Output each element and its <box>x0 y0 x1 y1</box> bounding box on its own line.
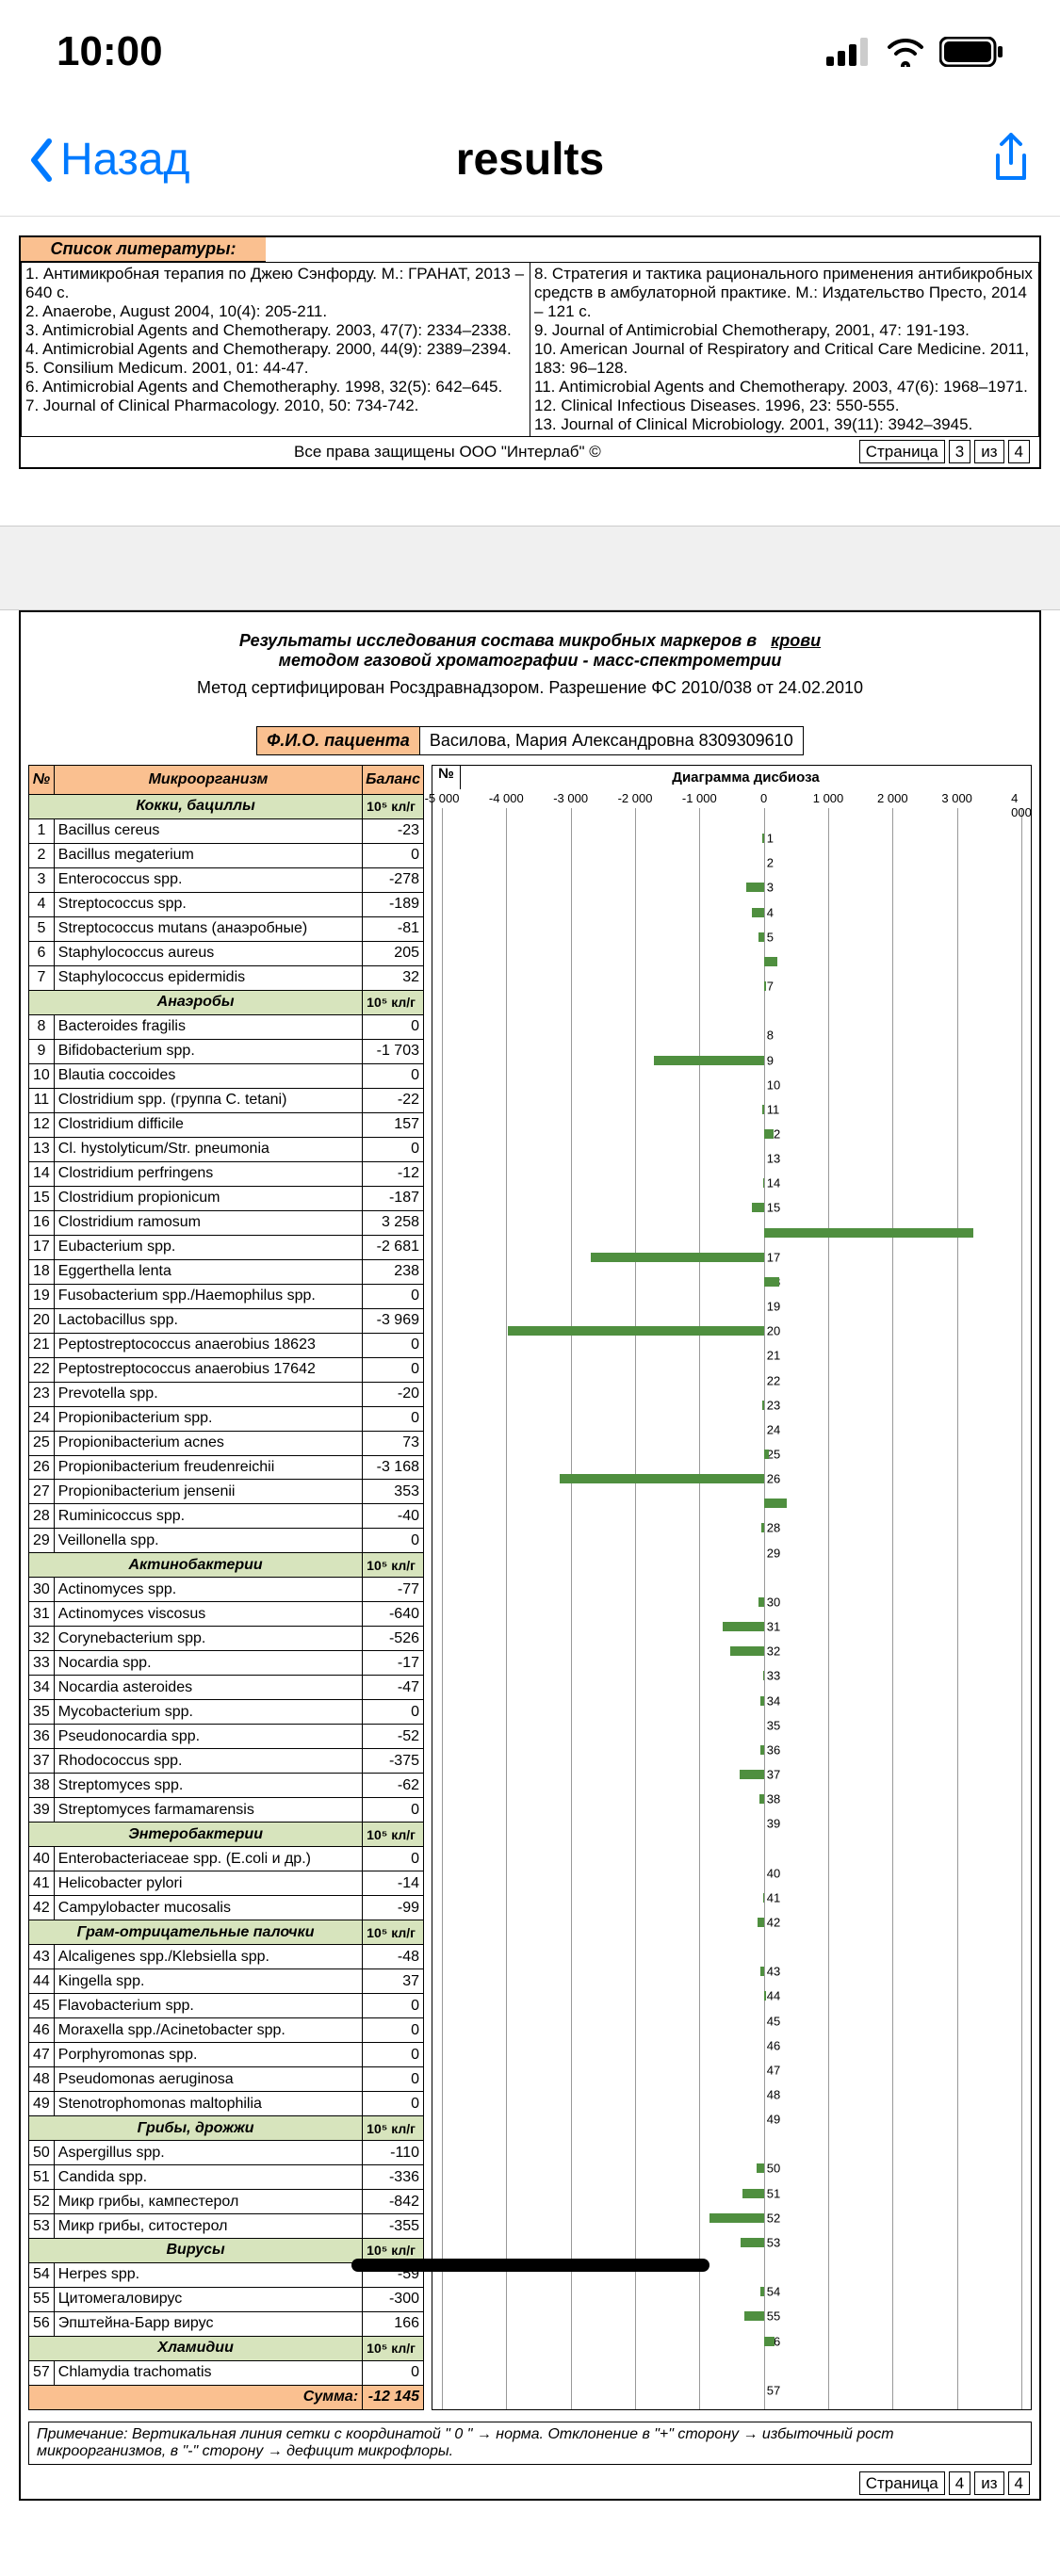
table-row: 14Clostridium perfringens-12 <box>29 1161 424 1186</box>
table-row: 56Эпштейна-Барр вирус166 <box>29 2311 424 2336</box>
table-row: 30Actinomyces spp.-77 <box>29 1578 424 1602</box>
table-row: 40Enterobacteriaceae spp. (E.coli и др.)… <box>29 1847 424 1871</box>
dysbiosis-chart: №Диаграмма дисбиоза -5 000-4 000-3 000-2… <box>432 765 1032 2410</box>
share-icon <box>990 131 1032 184</box>
table-row: 47Porphyromonas spp.0 <box>29 2043 424 2067</box>
microorganism-table: №МикроорганизмБаланс Кокки, бациллы10⁵ к… <box>28 765 424 2410</box>
note: Примечание: Вертикальная линия сетки с к… <box>28 2422 1032 2465</box>
table-row: 15Clostridium propionicum-187 <box>29 1186 424 1210</box>
status-time: 10:00 <box>57 28 163 75</box>
table-row: 8Bacteroides fragilis0 <box>29 1014 424 1039</box>
table-row: 29Veillonella spp.0 <box>29 1529 424 1553</box>
table-row: 45Flavobacterium spp.0 <box>29 1994 424 2018</box>
table-row: 4Streptococcus spp.-189 <box>29 892 424 916</box>
share-button[interactable] <box>990 131 1032 188</box>
table-row: 25Propionibacterium acnes73 <box>29 1431 424 1455</box>
battery-icon <box>939 37 1003 67</box>
table-row: 43Alcaligenes spp./Klebsiella spp.-48 <box>29 1945 424 1969</box>
table-row: 51Candida spp.-336 <box>29 2165 424 2190</box>
table-row: 17Eubacterium spp.-2 681 <box>29 1235 424 1259</box>
table-row: 46Moraxella spp./Acinetobacter spp.0 <box>29 2018 424 2043</box>
nav-bar: Назад results <box>0 104 1060 217</box>
page-separator <box>0 526 1060 610</box>
wifi-icon <box>885 37 926 67</box>
table-row: 48Pseudomonas aeruginosa0 <box>29 2067 424 2092</box>
table-row: 50Aspergillus spp.-110 <box>29 2141 424 2165</box>
table-row: 55Цитомегаловирус-300 <box>29 2287 424 2311</box>
table-row: 11Clostridium spp. (группа C. tetani)-22 <box>29 1088 424 1112</box>
table-row: 52Микр грибы, кампестерол-842 <box>29 2190 424 2214</box>
back-button[interactable]: Назад <box>28 134 190 186</box>
status-bar: 10:00 <box>0 0 1060 104</box>
chevron-left-icon <box>28 138 57 183</box>
table-row: 6Staphylococcus aureus205 <box>29 941 424 965</box>
table-row: 53Микр грибы, ситостерол-355 <box>29 2214 424 2239</box>
table-row: 41Helicobacter pylori-14 <box>29 1871 424 1896</box>
table-row: 27Propionibacterium jensenii353 <box>29 1480 424 1504</box>
table-row: 39Streptomyces farmamarensis0 <box>29 1798 424 1823</box>
table-row: 35Mycobacterium spp.0 <box>29 1700 424 1725</box>
cellular-icon <box>826 38 872 66</box>
page-2: Результаты исследования состава микробны… <box>19 610 1041 2501</box>
table-row: 26Propionibacterium freudenreichii-3 168 <box>29 1455 424 1480</box>
table-row: 42Campylobacter mucosalis-99 <box>29 1896 424 1920</box>
page-1: Список литературы: 1. Антимикробная тера… <box>19 235 1041 469</box>
table-row: 57Chlamydia trachomatis0 <box>29 2360 424 2385</box>
status-indicators <box>826 37 1003 67</box>
page-indicator: Страница3из4 <box>856 443 1030 462</box>
doc-header: Результаты исследования состава микробны… <box>21 612 1039 717</box>
table-row: 31Actinomyces viscosus-640 <box>29 1602 424 1627</box>
table-row: 32Corynebacterium spp.-526 <box>29 1627 424 1651</box>
home-indicator[interactable] <box>351 2259 709 2272</box>
table-row: 22Peptostreptococcus anaerobius 176420 <box>29 1357 424 1382</box>
table-row: 18Eggerthella lenta238 <box>29 1259 424 1284</box>
refs-header: Список литературы: <box>21 237 266 262</box>
table-row: 44Kingella spp.37 <box>29 1969 424 1994</box>
patient-row: Ф.И.О. пациента Василова, Мария Александ… <box>30 726 1030 755</box>
copyright: Все права защищены ООО "Интерлаб" © <box>294 443 601 462</box>
table-row: 2Bacillus megaterium0 <box>29 843 424 867</box>
table-row: 5Streptococcus mutans (анаэробные)-81 <box>29 916 424 941</box>
table-row: 9Bifidobacterium spp.-1 703 <box>29 1039 424 1063</box>
table-row: 36Pseudonocardia spp.-52 <box>29 1725 424 1749</box>
table-row: 34Nocardia asteroides-47 <box>29 1676 424 1700</box>
table-row: 16Clostridium ramosum3 258 <box>29 1210 424 1235</box>
back-label: Назад <box>60 134 190 186</box>
patient-value: Василова, Мария Александровна 8309309610 <box>420 726 804 755</box>
table-row: 3Enterococcus spp.-278 <box>29 867 424 892</box>
table-row: 37Rhodococcus spp.-375 <box>29 1749 424 1774</box>
refs-table: 1. Антимикробная терапия по Джею Сэнфорд… <box>21 262 1039 437</box>
table-row: 38Streptomyces spp.-62 <box>29 1774 424 1798</box>
table-row: 21Peptostreptococcus anaerobius 186230 <box>29 1333 424 1357</box>
page-indicator-2: Страница4из4 <box>856 2474 1030 2493</box>
table-row: 12Clostridium difficile157 <box>29 1112 424 1137</box>
table-row: 24Propionibacterium spp.0 <box>29 1406 424 1431</box>
table-row: 13Cl. hystolyticum/Str. pneumonia0 <box>29 1137 424 1161</box>
table-row: 10Blautia coccoides0 <box>29 1063 424 1088</box>
table-row: 20Lactobacillus spp.-3 969 <box>29 1308 424 1333</box>
patient-label: Ф.И.О. пациента <box>256 726 420 755</box>
table-row: 23Prevotella spp.-20 <box>29 1382 424 1406</box>
table-row: 1Bacillus cereus-23 <box>29 818 424 843</box>
table-row: 7Staphylococcus epidermidis32 <box>29 965 424 990</box>
table-row: 28Ruminicoccus spp.-40 <box>29 1504 424 1529</box>
table-row: 33Nocardia spp.-17 <box>29 1651 424 1676</box>
nav-title: results <box>456 134 604 186</box>
document-content[interactable]: Список литературы: 1. Антимикробная тера… <box>0 217 1060 2576</box>
table-row: 49Stenotrophomonas maltophilia0 <box>29 2092 424 2116</box>
table-row: 19Fusobacterium spp./Haemophilus spp.0 <box>29 1284 424 1308</box>
